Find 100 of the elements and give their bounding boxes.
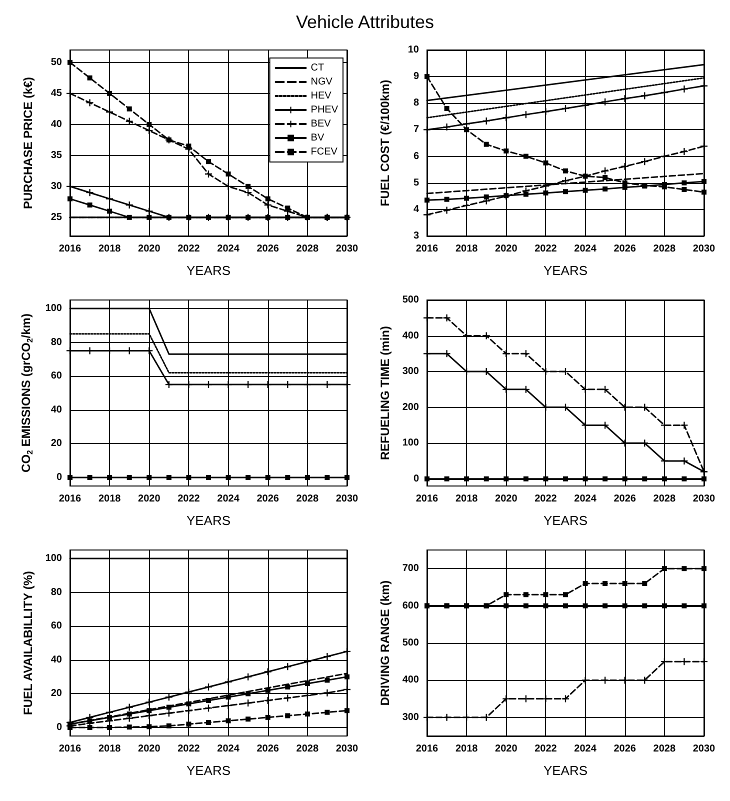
x-tick-label: 2018 [455, 744, 478, 754]
x-tick-label: 2026 [256, 244, 280, 254]
x-tick-label: 2020 [495, 494, 518, 504]
y-tick-label: 100 [45, 552, 62, 564]
x-tick-label: 2026 [256, 744, 280, 754]
x-tick-label: 2026 [614, 744, 636, 754]
y-tick-label: 60 [50, 620, 62, 632]
y-tick-label: 60 [50, 370, 62, 382]
x-tick-label: 2028 [296, 744, 319, 754]
x-tick-label: 2020 [495, 744, 518, 754]
x-axis-title: YEARS [186, 513, 231, 528]
x-tick-label: 2016 [416, 244, 439, 254]
x-tick-label: 2026 [614, 244, 636, 254]
legend-label: CT [310, 62, 324, 74]
y-tick-label: 700 [402, 563, 420, 574]
x-tick-label: 2022 [534, 244, 558, 254]
x-tick-label: 2024 [574, 744, 597, 754]
x-tick-label: 2028 [296, 494, 319, 504]
x-tick-label: 2018 [98, 744, 122, 754]
y-tick-label: 0 [56, 472, 62, 484]
legend-label: BEV [310, 118, 332, 130]
x-axis-title: YEARS [543, 513, 588, 528]
y-tick-label: 80 [50, 336, 62, 348]
x-tick-label: 2030 [336, 494, 359, 504]
chart-title: Vehicle Attributes [294, 11, 436, 34]
x-tick-label: 2022 [178, 744, 200, 754]
y-tick-label: 0 [56, 722, 62, 734]
x-tick-label: 2030 [692, 494, 716, 504]
x-tick-label: 2024 [574, 494, 597, 504]
y-tick-label: 40 [50, 654, 62, 666]
x-tick-label: 2022 [534, 744, 558, 754]
y-axis-title: DRIVING RANGE (km) [378, 580, 392, 706]
y-tick-label: 100 [402, 438, 420, 449]
legend-label: PHEV [310, 104, 338, 116]
x-tick-label: 2016 [416, 494, 439, 504]
x-tick-label: 2028 [296, 244, 319, 254]
y-axis-title: PURCHASE PRICE (k€) [21, 76, 35, 210]
y-tick-label: 200 [402, 402, 420, 413]
y-tick-label: 6 [413, 150, 420, 162]
y-tick-label: 7 [413, 124, 420, 136]
y-tick-label: 100 [45, 302, 62, 314]
y-tick-label: 25 [50, 212, 62, 223]
y-tick-label: 300 [402, 366, 420, 378]
x-tick-label: 2026 [614, 494, 636, 504]
x-tick-label: 2018 [98, 494, 122, 504]
x-tick-label: 2022 [178, 494, 200, 504]
x-tick-label: 2022 [534, 494, 558, 504]
x-tick-label: 2016 [58, 244, 82, 254]
x-tick-label: 2018 [98, 244, 122, 254]
x-tick-label: 2024 [574, 244, 597, 254]
y-axis-title: CO2 EMISSIONS (grCO2/km) [19, 314, 34, 472]
x-tick-label: 2026 [256, 494, 280, 504]
y-tick-label: 9 [413, 71, 420, 82]
y-tick-label: 5 [413, 177, 420, 188]
x-tick-label: 2016 [58, 494, 82, 504]
y-tick-label: 20 [50, 438, 62, 450]
y-tick-label: 500 [402, 294, 420, 306]
y-tick-label: 20 [50, 688, 62, 700]
y-tick-label: 35 [50, 150, 62, 161]
x-tick-label: 2028 [653, 244, 676, 254]
y-tick-label: 80 [50, 586, 62, 598]
x-tick-label: 2028 [653, 744, 676, 754]
y-tick-label: 10 [408, 44, 420, 56]
y-axis-title: FUEL AVAILABILLITY (%) [21, 571, 35, 715]
x-tick-label: 2022 [178, 244, 200, 254]
x-tick-label: 2020 [495, 244, 518, 254]
y-tick-label: 400 [402, 330, 420, 342]
y-tick-label: 40 [50, 118, 62, 130]
x-tick-label: 2030 [336, 244, 359, 254]
x-tick-label: 2024 [217, 244, 240, 254]
x-tick-label: 2024 [217, 744, 240, 754]
y-tick-label: 40 [50, 404, 62, 416]
y-tick-label: 300 [402, 712, 420, 723]
x-tick-label: 2016 [416, 744, 439, 754]
y-tick-label: 50 [50, 56, 62, 68]
x-tick-label: 2018 [455, 244, 478, 254]
legend-label: FCEV [310, 146, 338, 158]
y-tick-label: 3 [413, 230, 420, 242]
legend-label: HEV [310, 90, 332, 102]
x-axis-title: YEARS [186, 763, 231, 778]
y-tick-label: 600 [402, 600, 420, 612]
y-tick-label: 30 [50, 180, 62, 192]
x-tick-label: 2020 [138, 744, 161, 754]
x-tick-label: 2030 [692, 244, 716, 254]
x-tick-label: 2018 [455, 494, 478, 504]
y-axis-title: REFUELING TIME (min) [378, 326, 392, 460]
legend-label: BV [310, 132, 324, 144]
x-tick-label: 2028 [653, 494, 676, 504]
x-tick-label: 2020 [138, 494, 161, 504]
x-tick-label: 2020 [138, 244, 161, 254]
x-tick-label: 2024 [217, 494, 240, 504]
x-tick-label: 2030 [336, 744, 359, 754]
x-tick-label: 2030 [692, 744, 716, 754]
y-tick-label: 45 [50, 88, 62, 99]
y-tick-label: 4 [413, 204, 420, 215]
x-tick-label: 2016 [58, 744, 82, 754]
x-axis-title: YEARS [543, 263, 588, 278]
x-axis-title: YEARS [186, 263, 231, 278]
y-tick-label: 8 [413, 98, 420, 109]
legend-label: NGV [310, 76, 333, 88]
